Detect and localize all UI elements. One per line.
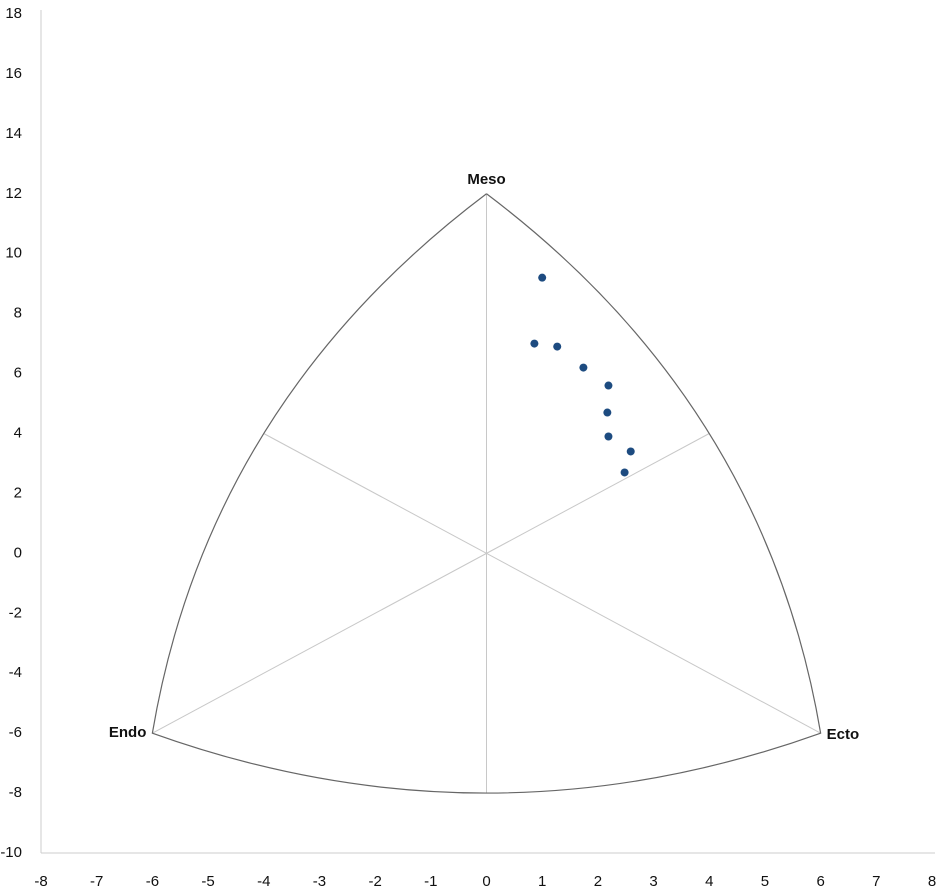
point (530, 339, 539, 348)
vertex-label: Meso (467, 171, 505, 188)
x-tick-label: 3 (649, 873, 657, 890)
point (604, 381, 613, 390)
x-tick-label: -6 (146, 873, 159, 890)
point (620, 468, 629, 477)
x-tick-label: -1 (424, 873, 437, 890)
point (538, 273, 547, 282)
point (603, 408, 612, 417)
y-tick-label: 4 (14, 424, 22, 441)
x-tick-label: 8 (928, 873, 936, 890)
point (553, 342, 562, 351)
x-tick-label: 1 (538, 873, 546, 890)
x-tick-label: -3 (313, 873, 326, 890)
y-tick-label: 12 (5, 185, 22, 202)
y-tick-label: 6 (14, 365, 22, 382)
y-tick-label: -8 (9, 784, 22, 801)
x-tick-label: 6 (816, 873, 824, 890)
vertex-label: Ecto (827, 726, 860, 743)
y-tick-label: -4 (9, 664, 22, 681)
x-tick-label: -8 (34, 873, 47, 890)
y-tick-label: 8 (14, 305, 22, 322)
x-tick-label: 4 (705, 873, 713, 890)
point (626, 447, 635, 456)
y-tick-label: 18 (5, 5, 22, 22)
y-tick-label: 0 (14, 544, 22, 561)
y-tick-label: 10 (5, 245, 22, 262)
x-tick-label: 2 (594, 873, 602, 890)
point (604, 432, 613, 441)
y-tick-label: 14 (5, 125, 22, 142)
spoke (152, 433, 710, 734)
spoke (263, 433, 821, 734)
y-tick-label: -10 (0, 844, 22, 861)
point (579, 363, 588, 372)
x-tick-label: -7 (90, 873, 103, 890)
x-tick-label: 7 (872, 873, 880, 890)
frame (151, 193, 822, 794)
y-tick-label: -2 (9, 604, 22, 621)
x-tick-label: -2 (368, 873, 381, 890)
x-tick-label: 0 (482, 873, 490, 890)
y-tick-label: 2 (14, 484, 22, 501)
x-tick-label: -5 (201, 873, 214, 890)
y-tick-label: -6 (9, 724, 22, 741)
x-tick-label: -4 (257, 873, 270, 890)
vertex-label: Endo (109, 724, 147, 741)
y-tick-label: 16 (5, 65, 22, 82)
x-tick-label: 5 (761, 873, 769, 890)
